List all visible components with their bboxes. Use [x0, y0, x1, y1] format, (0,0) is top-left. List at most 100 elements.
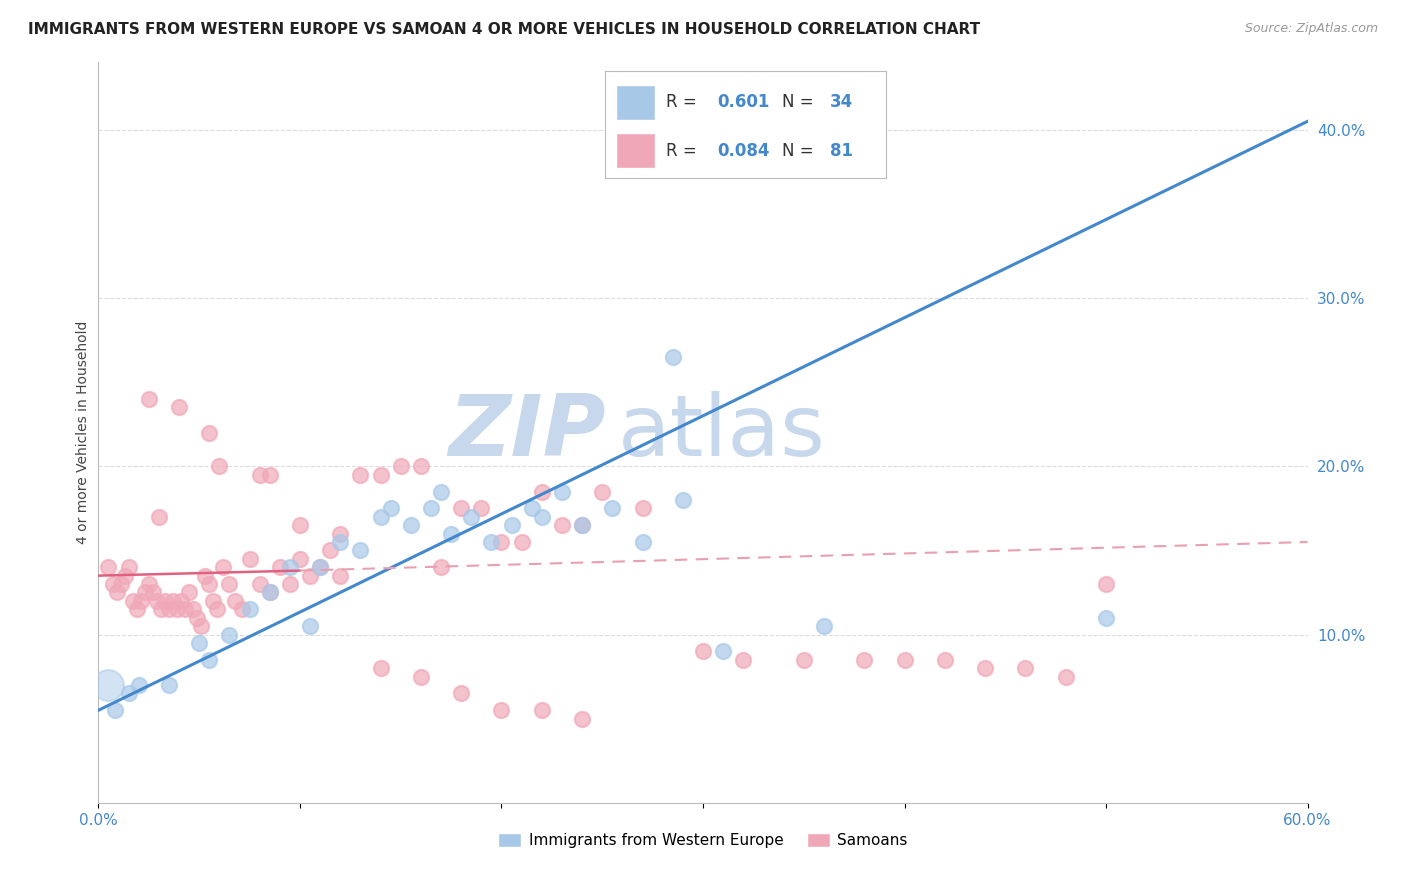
Point	[198, 653, 221, 667]
Point	[380, 501, 402, 516]
Point	[1095, 577, 1118, 591]
Point	[278, 560, 301, 574]
Point	[138, 577, 160, 591]
Point	[733, 653, 755, 667]
Text: N =: N =	[782, 142, 818, 160]
Point	[661, 350, 683, 364]
Point	[309, 560, 332, 574]
Point	[142, 585, 165, 599]
Point	[389, 459, 412, 474]
Y-axis label: 4 or more Vehicles in Household: 4 or more Vehicles in Household	[76, 321, 90, 544]
Legend: Immigrants from Western Europe, Samoans: Immigrants from Western Europe, Samoans	[492, 827, 914, 855]
Point	[520, 501, 543, 516]
Point	[148, 509, 170, 524]
Point	[103, 703, 125, 717]
Point	[510, 535, 533, 549]
Point	[571, 518, 593, 533]
Point	[202, 594, 225, 608]
Point	[146, 594, 169, 608]
Point	[288, 518, 311, 533]
Point	[370, 661, 392, 675]
Point	[481, 535, 503, 549]
Point	[166, 602, 188, 616]
Point	[853, 653, 876, 667]
Point	[167, 401, 190, 415]
Text: atlas: atlas	[619, 391, 827, 475]
Text: 0.601: 0.601	[717, 94, 769, 112]
Text: 34: 34	[830, 94, 853, 112]
Text: N =: N =	[782, 94, 818, 112]
Point	[319, 543, 342, 558]
Point	[149, 602, 172, 616]
Point	[602, 501, 624, 516]
Point	[110, 577, 132, 591]
Point	[299, 568, 322, 582]
Point	[551, 518, 574, 533]
Point	[551, 484, 574, 499]
Point	[174, 602, 197, 616]
Point	[329, 535, 352, 549]
Point	[118, 686, 141, 700]
Point	[134, 585, 156, 599]
Point	[259, 467, 281, 482]
Point	[934, 653, 956, 667]
Point	[129, 594, 152, 608]
Point	[491, 703, 513, 717]
Point	[212, 560, 235, 574]
Point	[974, 661, 997, 675]
Point	[125, 602, 148, 616]
Point	[218, 627, 240, 641]
Point	[239, 551, 262, 566]
Point	[269, 560, 291, 574]
Point	[181, 602, 204, 616]
Point	[370, 509, 392, 524]
Text: 81: 81	[830, 142, 852, 160]
Point	[194, 568, 217, 582]
Text: ZIP: ZIP	[449, 391, 606, 475]
Point	[1095, 610, 1118, 624]
Point	[399, 518, 422, 533]
Point	[239, 602, 262, 616]
Point	[370, 467, 392, 482]
Text: R =: R =	[666, 142, 703, 160]
Point	[450, 501, 472, 516]
Point	[224, 594, 246, 608]
Point	[530, 484, 553, 499]
FancyBboxPatch shape	[616, 134, 655, 168]
Point	[249, 577, 271, 591]
Point	[157, 602, 180, 616]
Point	[198, 425, 221, 440]
Point	[591, 484, 613, 499]
Point	[278, 577, 301, 591]
Point	[692, 644, 714, 658]
Point	[299, 619, 322, 633]
Point	[450, 686, 472, 700]
Point	[813, 619, 835, 633]
Point	[1054, 670, 1077, 684]
Point	[460, 509, 482, 524]
Point	[231, 602, 253, 616]
Point	[501, 518, 523, 533]
Point	[409, 459, 432, 474]
Text: IMMIGRANTS FROM WESTERN EUROPE VS SAMOAN 4 OR MORE VEHICLES IN HOUSEHOLD CORRELA: IMMIGRANTS FROM WESTERN EUROPE VS SAMOAN…	[28, 22, 980, 37]
Point	[711, 644, 734, 658]
Point	[105, 585, 128, 599]
Point	[631, 535, 654, 549]
Point	[153, 594, 176, 608]
Point	[420, 501, 443, 516]
Point	[430, 484, 453, 499]
Point	[249, 467, 271, 482]
Point	[329, 568, 352, 582]
Point	[138, 392, 160, 406]
Point	[218, 577, 240, 591]
Point	[179, 585, 201, 599]
Text: Source: ZipAtlas.com: Source: ZipAtlas.com	[1244, 22, 1378, 36]
Point	[409, 670, 432, 684]
Point	[1014, 661, 1036, 675]
Point	[114, 568, 136, 582]
Point	[157, 678, 180, 692]
Point	[440, 526, 463, 541]
Point	[188, 636, 211, 650]
Point	[170, 594, 193, 608]
Point	[101, 577, 124, 591]
